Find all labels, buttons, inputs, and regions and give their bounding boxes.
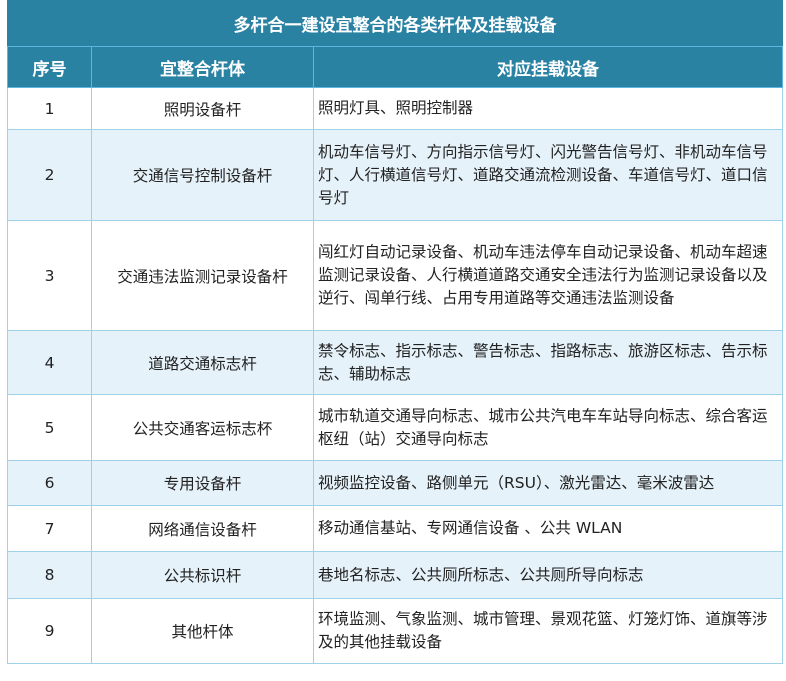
pole-type: 其他杆体 [91,598,314,664]
mounted-devices: 环境监测、气象监测、城市管理、景观花篮、灯笼灯饰、道旗等涉及的其他挂载设备 [313,598,783,664]
table-row: 2 交通信号控制设备杆 机动车信号灯、方向指示信号灯、闪光警告信号灯、非机动车信号灯… [7,129,783,221]
table-row: 4 道路交通标志杆 禁令标志、指示标志、警告标志、指路标志、旅游区标志、告示标志、辅… [7,330,783,395]
pole-type: 专用设备杆 [91,460,314,506]
mounted-devices: 巷地名标志、公共厕所标志、公共厕所导向标志 [313,551,783,599]
row-number: 9 [7,598,92,664]
table-row: 5 公共交通客运标志杯 城市轨道交通导向标志、城市公共汽电车车站导向标志、综合客运枢… [7,394,783,461]
row-number: 6 [7,460,92,506]
pole-type: 交通违法监测记录设备杆 [91,220,314,331]
header-devices: 对应挂载设备 [313,46,783,88]
table-row: 7 网络通信设备杆 移动通信基站、专网通信设备 、公共 WLAN [7,505,783,552]
pole-type: 照明设备杆 [91,87,314,130]
header-no: 序号 [7,46,92,88]
row-number: 1 [7,87,92,130]
pole-type: 公共标识杆 [91,551,314,599]
row-number: 3 [7,220,92,331]
row-number: 5 [7,394,92,461]
mounted-devices: 禁令标志、指示标志、警告标志、指路标志、旅游区标志、告示标志、辅助标志 [313,330,783,395]
table-header-row: 序号 宜整合杆体 对应挂载设备 [7,46,783,88]
row-number: 8 [7,551,92,599]
mounted-devices: 城市轨道交通导向标志、城市公共汽电车车站导向标志、综合客运枢纽（站）交通导向标志 [313,394,783,461]
mounted-devices: 移动通信基站、专网通信设备 、公共 WLAN [313,505,783,552]
pole-type: 道路交通标志杆 [91,330,314,395]
pole-type: 交通信号控制设备杆 [91,129,314,221]
table-row: 6 专用设备杆 视频监控设备、路侧单元（RSU）、激光雷达、毫米波雷达 [7,460,783,506]
table-row: 3 交通违法监测记录设备杆 闯红灯自动记录设备、机动车违法停车自动记录设备、机动车超… [7,220,783,331]
pole-equipment-table: 多杆合一建设宜整合的各类杆体及挂载设备 序号 宜整合杆体 对应挂载设备 1 照明设… [7,0,783,664]
table-title: 多杆合一建设宜整合的各类杆体及挂载设备 [7,0,783,47]
table-row: 9 其他杆体 环境监测、气象监测、城市管理、景观花篮、灯笼灯饰、道旗等涉及的其他挂载… [7,598,783,664]
table-row: 1 照明设备杆 照明灯具、照明控制器 [7,87,783,130]
row-number: 7 [7,505,92,552]
mounted-devices: 机动车信号灯、方向指示信号灯、闪光警告信号灯、非机动车信号灯、人行横道信号灯、道… [313,129,783,221]
row-number: 4 [7,330,92,395]
pole-type: 公共交通客运标志杯 [91,394,314,461]
pole-type: 网络通信设备杆 [91,505,314,552]
row-number: 2 [7,129,92,221]
mounted-devices: 视频监控设备、路侧单元（RSU）、激光雷达、毫米波雷达 [313,460,783,506]
mounted-devices: 闯红灯自动记录设备、机动车违法停车自动记录设备、机动车超速监测记录设备、人行横道… [313,220,783,331]
table-title-row: 多杆合一建设宜整合的各类杆体及挂载设备 [7,0,783,47]
mounted-devices: 照明灯具、照明控制器 [313,87,783,130]
table-row: 8 公共标识杆 巷地名标志、公共厕所标志、公共厕所导向标志 [7,551,783,599]
header-pole: 宜整合杆体 [91,46,314,88]
